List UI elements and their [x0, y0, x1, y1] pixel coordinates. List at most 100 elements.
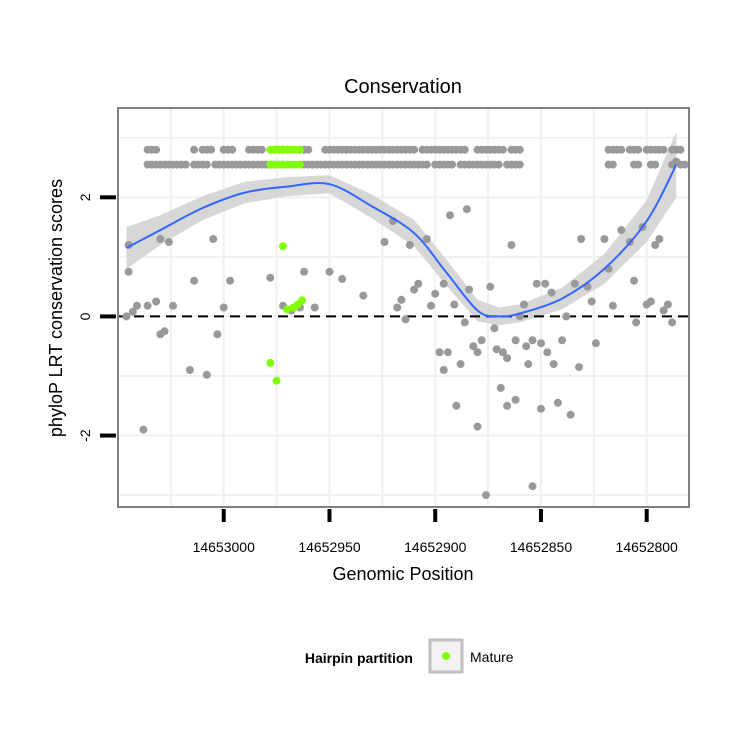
x-tick-label: 14652850 [510, 539, 573, 555]
other-point [422, 160, 431, 169]
other-point [133, 301, 141, 310]
other-point [562, 312, 571, 321]
other-point [543, 348, 552, 357]
other-point [659, 145, 668, 154]
other-point [422, 235, 431, 243]
other-point [152, 145, 161, 154]
other-point [577, 235, 586, 243]
other-point [600, 235, 609, 243]
other-point [558, 336, 567, 345]
legend-label-mature: Mature [470, 649, 514, 665]
other-point [482, 491, 490, 500]
other-point [608, 301, 617, 310]
other-point [587, 297, 596, 306]
other-point [122, 312, 131, 321]
other-point [608, 160, 617, 169]
mature-point [266, 358, 275, 367]
other-point [663, 300, 672, 309]
other-point [226, 276, 235, 285]
y-tick-label: 2 [77, 193, 93, 201]
legend: Hairpin partition Mature [305, 638, 514, 674]
other-point [443, 348, 452, 357]
other-point [446, 211, 454, 220]
other-point [520, 300, 528, 309]
other-point [397, 295, 406, 304]
other-point [181, 160, 190, 169]
other-point [651, 241, 660, 249]
other-point [300, 267, 309, 276]
other-point [427, 301, 435, 310]
other-point [634, 160, 643, 169]
other-point [617, 145, 626, 154]
other-point [431, 289, 440, 298]
x-tick-label: 14652800 [616, 539, 679, 555]
other-point [207, 145, 216, 154]
other-point [553, 398, 562, 407]
other-point [152, 297, 161, 306]
y-tick-label: -2 [77, 429, 93, 442]
other-point [591, 339, 600, 348]
other-point [477, 336, 486, 345]
other-point [630, 276, 638, 285]
other-point [498, 145, 507, 154]
other-point [632, 318, 641, 327]
other-point [462, 205, 471, 214]
other-point [266, 273, 275, 282]
other-point [143, 301, 152, 310]
other-point [439, 279, 448, 288]
other-point [202, 370, 211, 379]
other-point [190, 276, 199, 285]
other-point [646, 297, 655, 306]
other-point [325, 267, 334, 276]
other-point [659, 306, 668, 315]
other-point [492, 345, 501, 354]
other-point [672, 157, 681, 166]
other-point [465, 285, 474, 294]
smooth-line [126, 164, 678, 318]
other-point [257, 145, 266, 154]
x-tick-label: 14653000 [193, 539, 256, 555]
other-point [185, 366, 194, 374]
other-point [439, 366, 448, 374]
other-point [460, 318, 469, 327]
other-point [401, 315, 410, 324]
other-point [651, 160, 660, 169]
confidence-band [126, 131, 677, 326]
other-point [570, 279, 579, 288]
points-group [122, 145, 689, 500]
other-point [202, 160, 211, 169]
other-point [549, 360, 558, 369]
other-point [503, 401, 512, 410]
other-point [304, 145, 313, 154]
other-point [494, 160, 503, 169]
other-point [490, 324, 499, 333]
x-axis-title: Genomic Position [332, 564, 473, 584]
other-point [228, 145, 237, 154]
other-point [515, 145, 524, 154]
other-point [668, 318, 677, 327]
other-point [528, 482, 537, 491]
other-point [359, 291, 368, 300]
other-point [209, 235, 218, 243]
legend-title: Hairpin partition [305, 650, 413, 666]
x-tick-label: 14652950 [298, 539, 361, 555]
other-point [680, 160, 689, 169]
other-point [537, 404, 545, 413]
other-point [310, 303, 319, 312]
other-point [532, 279, 541, 288]
other-point [435, 348, 444, 357]
other-point [511, 395, 520, 404]
other-point [169, 301, 177, 310]
other-point [537, 339, 545, 348]
other-point [452, 401, 461, 410]
other-point [524, 360, 533, 369]
other-point [507, 241, 516, 249]
other-point [469, 342, 478, 351]
other-point [515, 160, 524, 169]
other-point [410, 145, 419, 154]
other-point [448, 160, 457, 169]
other-point [410, 285, 419, 294]
mature-point [283, 305, 292, 314]
other-point [460, 145, 469, 154]
